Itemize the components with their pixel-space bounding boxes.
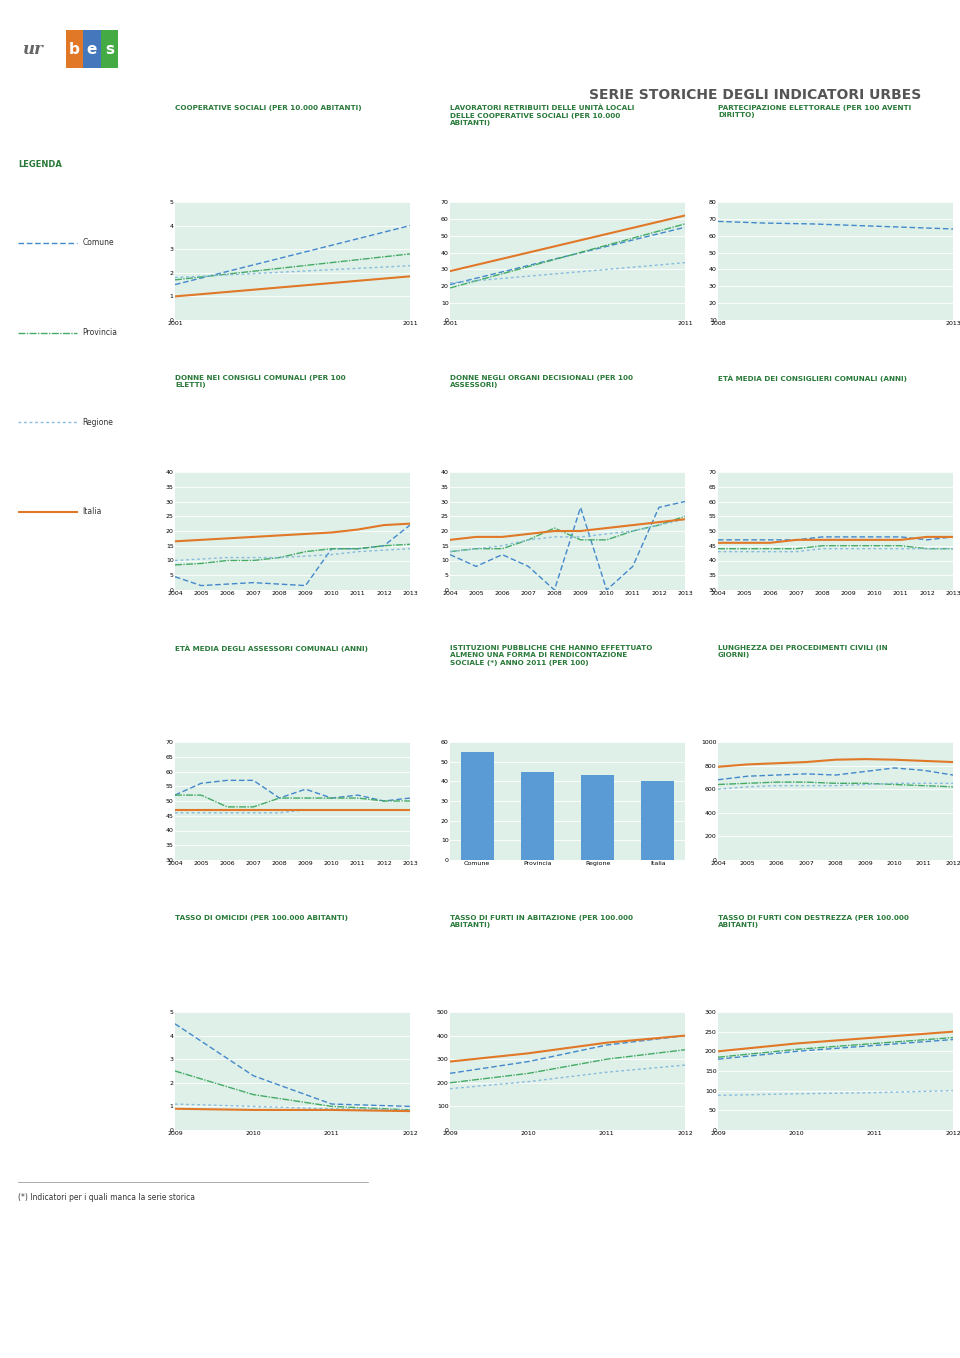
Text: TASSO DI OMICIDI (PER 100.000 ABITANTI): TASSO DI OMICIDI (PER 100.000 ABITANTI) — [175, 915, 348, 921]
Text: 7: 7 — [436, 1294, 447, 1309]
Bar — [581, 775, 614, 860]
Text: b: b — [69, 42, 80, 57]
Text: ETÀ MEDIA DEI CONSIGLIERI COMUNALI (ANNI): ETÀ MEDIA DEI CONSIGLIERI COMUNALI (ANNI… — [718, 375, 907, 383]
Text: LUNGHEZZA DEI PROCEDIMENTI CIVILI (IN
GIORNI): LUNGHEZZA DEI PROCEDIMENTI CIVILI (IN GI… — [718, 645, 888, 659]
Text: COOPERATIVE SOCIALI (PER 10.000 ABITANTI): COOPERATIVE SOCIALI (PER 10.000 ABITANTI… — [175, 105, 362, 111]
Text: LAVORATORI RETRIBUITI DELLE UNITÀ LOCALI
DELLE COOPERATIVE SOCIALI (PER 10.000
A: LAVORATORI RETRIBUITI DELLE UNITÀ LOCALI… — [450, 105, 635, 126]
Text: e: e — [86, 42, 97, 57]
Bar — [521, 771, 554, 860]
Text: TASSO DI FURTI IN ABITAZIONE (PER 100.000
ABITANTI): TASSO DI FURTI IN ABITAZIONE (PER 100.00… — [450, 915, 633, 929]
Bar — [641, 781, 674, 860]
Text: s: s — [105, 42, 113, 57]
Text: PARTECIPAZIONE ELETTORALE (PER 100 AVENTI
DIRITTO): PARTECIPAZIONE ELETTORALE (PER 100 AVENT… — [718, 105, 911, 118]
Text: Comune: Comune — [83, 238, 114, 247]
Text: ur: ur — [23, 41, 44, 57]
Text: ISTITUZIONI PUBBLICHE CHE HANNO EFFETTUATO
ALMENO UNA FORMA DI RENDICONTAZIONE
S: ISTITUZIONI PUBBLICHE CHE HANNO EFFETTUA… — [450, 645, 653, 665]
Text: Provincia: Provincia — [83, 329, 117, 337]
Text: Regione: Regione — [83, 418, 113, 426]
Text: TASSO DI FURTI CON DESTREZZA (PER 100.000
ABITANTI): TASSO DI FURTI CON DESTREZZA (PER 100.00… — [718, 915, 909, 929]
Text: Italia: Italia — [83, 508, 102, 516]
Text: SERIE STORICHE DEGLI INDICATORI URBES: SERIE STORICHE DEGLI INDICATORI URBES — [588, 88, 922, 102]
Text: Catania: Catania — [847, 39, 936, 58]
Text: LEGENDA: LEGENDA — [18, 160, 61, 168]
Bar — [461, 752, 493, 860]
Text: DONNE NEI CONSIGLI COMUNALI (PER 100
ELETTI): DONNE NEI CONSIGLI COMUNALI (PER 100 ELE… — [175, 375, 346, 388]
Text: (*) Indicatori per i quali manca la serie storica: (*) Indicatori per i quali manca la seri… — [18, 1194, 195, 1202]
Bar — [101, 30, 118, 68]
Bar — [83, 30, 101, 68]
Text: ETÀ MEDIA DEGLI ASSESSORI COMUNALI (ANNI): ETÀ MEDIA DEGLI ASSESSORI COMUNALI (ANNI… — [175, 645, 368, 652]
Text: DONNE NEGLI ORGANI DECISIONALI (PER 100
ASSESSORI): DONNE NEGLI ORGANI DECISIONALI (PER 100 … — [450, 375, 633, 388]
Bar — [65, 30, 83, 68]
